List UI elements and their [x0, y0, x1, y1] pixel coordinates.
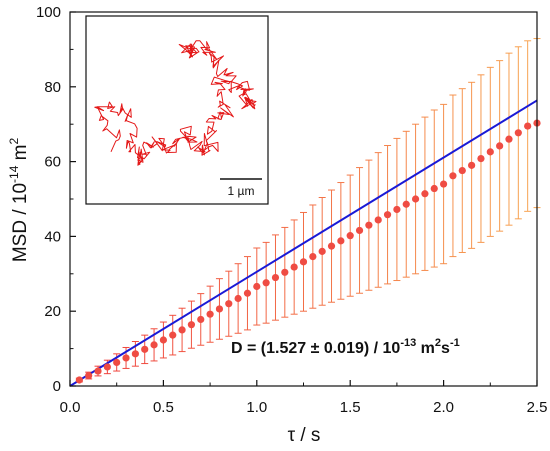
data-point [75, 376, 83, 384]
x-tick-label: 2.0 [433, 399, 454, 416]
data-point [374, 216, 382, 224]
data-point [215, 305, 224, 313]
data-point [411, 195, 420, 203]
annotation-exp3: -1 [450, 337, 460, 349]
y-tick-label: 0 [53, 378, 61, 395]
data-point [225, 300, 233, 308]
y-tick-label: 20 [44, 303, 61, 320]
data-point [318, 247, 326, 255]
data-point [524, 122, 532, 130]
y-axis-label: MSD / 10-14 m2 [7, 138, 31, 263]
data-point [355, 226, 364, 235]
data-point [421, 190, 429, 198]
data-point [103, 363, 111, 371]
x-tick-label: 0.5 [153, 399, 174, 416]
data-point [271, 273, 280, 282]
x-tick-labels: 0.0 0.5 1.0 1.5 2.0 2.5 [60, 399, 548, 416]
data-point [383, 211, 392, 219]
y-tick-label: 80 [44, 79, 61, 96]
data-point [327, 242, 336, 250]
data-point [178, 326, 186, 334]
diffusion-coefficient-label: D = (1.527 ± 0.019) / 10-13 m2s-1 [231, 337, 460, 357]
data-point [346, 232, 354, 240]
y-axis-label-unit-exp: 2 [7, 138, 21, 145]
x-tick-label: 0.0 [60, 399, 81, 416]
data-point [309, 252, 317, 261]
data-point [253, 282, 261, 291]
axis-ticks [69, 11, 538, 387]
data-point [197, 315, 205, 324]
scale-bar-label: 1 µm [228, 184, 255, 198]
data-point [131, 350, 139, 358]
data-point [505, 135, 513, 143]
data-point [290, 263, 298, 271]
data-point [430, 184, 438, 193]
x-tick-label: 1.5 [340, 399, 361, 416]
data-point [187, 321, 196, 329]
x-tick-label: 1.0 [246, 399, 267, 416]
trajectory-inset: 1 µm [85, 15, 269, 205]
annotation-exp2: 2 [435, 337, 441, 349]
annotation-exp1: -13 [400, 337, 416, 349]
data-point [440, 180, 448, 188]
data-point [477, 155, 485, 163]
x-axis-label: τ / s [288, 425, 321, 446]
data-point [458, 166, 466, 175]
y-axis-label-unit: m [10, 145, 31, 166]
data-point [393, 205, 401, 214]
data-point [243, 289, 252, 297]
y-tick-label: 40 [44, 228, 61, 245]
fit-line [69, 99, 538, 387]
data-point [141, 345, 149, 353]
annotation-unit-s: s [441, 340, 450, 357]
data-point [449, 172, 457, 180]
data-point [234, 294, 242, 303]
data-point [94, 367, 102, 375]
data-point [468, 161, 476, 169]
x-tick-label: 2.5 [527, 399, 548, 416]
data-point [85, 371, 93, 380]
annotation-main: D = (1.527 ± 0.019) / 10 [231, 340, 400, 357]
data-point [281, 268, 289, 276]
data-point [365, 221, 373, 229]
data-point [486, 148, 494, 156]
data-point [299, 258, 308, 266]
data-point [206, 310, 214, 318]
data-points [75, 119, 541, 384]
data-point [122, 354, 130, 362]
particle-trajectory [94, 40, 257, 166]
y-tick-label: 60 [44, 154, 61, 171]
data-point [496, 142, 504, 150]
inset-frame [85, 15, 269, 205]
y-axis-label-main: MSD / 10 [10, 183, 31, 262]
data-point [150, 341, 158, 349]
data-point [514, 129, 522, 137]
data-point [169, 331, 177, 339]
data-point [113, 358, 121, 367]
data-point [402, 200, 410, 208]
annotation-unit-m: m [416, 340, 435, 357]
y-tick-label: 100 [36, 4, 61, 21]
data-point [262, 279, 270, 287]
y-tick-labels: 0 20 40 60 80 100 [36, 4, 61, 395]
y-axis-label-exp: -14 [7, 165, 21, 183]
data-point [159, 336, 167, 344]
data-point [337, 237, 345, 245]
